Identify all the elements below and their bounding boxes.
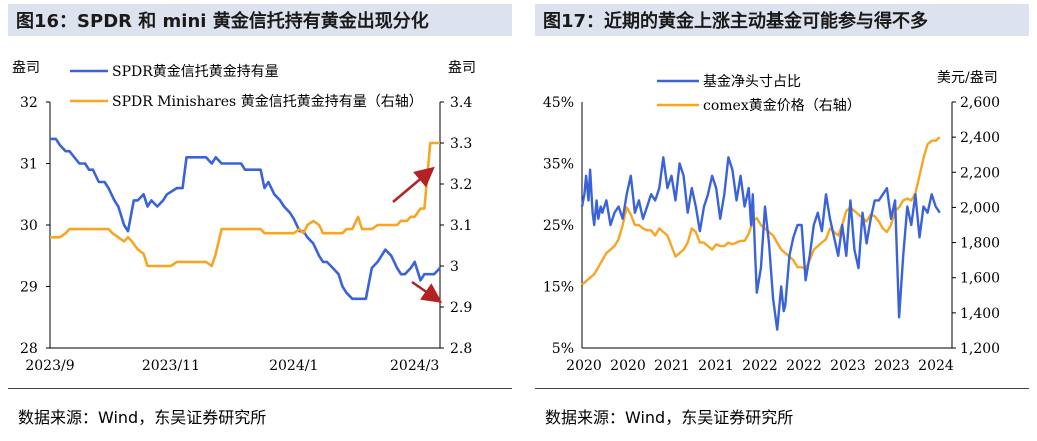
right-chart-title-bar: 图17：近期的黄金上涨主动基金可能参与得不多	[535, 4, 1029, 36]
x-tick-label: 2020	[610, 358, 646, 374]
left-y-tick-label: 28	[20, 341, 38, 357]
right-y-tick-label: 3.4	[450, 95, 472, 111]
right-chart-svg: 美元/盎司 5% 15% 25% 35% 45% 1,200 1,400 1,600 1,800 2…	[543, 70, 1000, 374]
right-y-tick-label: 2,600	[960, 95, 1000, 111]
x-tick-label: 2023/9	[25, 358, 74, 374]
legend-label: SPDR黄金信托黄金持有量	[112, 63, 279, 80]
arrow-up-annotation	[392, 166, 435, 203]
right-source-text: 数据来源：Wind，东吴证券研究所	[545, 408, 794, 427]
legend-label: 基金净头寸占比	[703, 73, 801, 90]
fund-net-position-line	[580, 156, 941, 331]
legend-label: SPDR Minishares 黄金信托黄金持有量（右轴）	[112, 93, 423, 110]
x-tick-label: 2023	[830, 358, 866, 374]
right-axis-unit-label: 美元/盎司	[937, 70, 998, 86]
right-y-tick-label: 1,800	[960, 236, 1000, 252]
right-y-tick-label: 1,200	[960, 341, 1000, 357]
left-y-tick-label: 32	[20, 95, 38, 111]
x-tick-label: 2023/11	[142, 358, 200, 374]
right-y-tick-label: 2,200	[960, 165, 1000, 181]
x-tick-label: 2021	[698, 358, 734, 374]
x-tick-label: 2024	[918, 358, 954, 374]
right-y-tick-label: 3	[450, 259, 459, 275]
left-y-tick-label: 35%	[543, 157, 574, 173]
x-tick-label: 2022	[742, 358, 778, 374]
right-y-tick-label: 3.3	[450, 136, 472, 152]
spdr-holdings-line	[50, 137, 441, 301]
right-y-tick-label: 2.8	[450, 341, 472, 357]
right-axis-unit-label: 盎司	[448, 60, 476, 76]
left-y-tick-label: 25%	[543, 218, 574, 234]
x-tick-label: 2024/3	[390, 358, 439, 374]
right-chart-panel: 图17：近期的黄金上涨主动基金可能参与得不多 美元/盎司 5% 15% 25% 35% 4…	[527, 0, 1037, 441]
x-tick-label: 2023	[874, 358, 910, 374]
left-y-tick-label: 5%	[552, 341, 574, 357]
left-chart-svg: 盎司 盎司 28 29 30 31 32 2.8 2.9 3 3.1 3.2 3.3 3.4 2023/9 2…	[12, 60, 476, 374]
left-chart-title: 图16：SPDR 和 mini 黄金信托持有黄金出现分化	[16, 11, 429, 32]
x-tick-label: 2024/1	[269, 358, 318, 374]
right-y-tick-label: 1,600	[960, 271, 1000, 287]
x-tick-label: 2021	[654, 358, 690, 374]
left-axis-unit-label: 盎司	[12, 60, 40, 76]
left-chart-title-bar: 图16：SPDR 和 mini 黄金信托持有黄金出现分化	[8, 4, 512, 36]
right-divider	[535, 388, 1029, 389]
right-chart-title: 图17：近期的黄金上涨主动基金可能参与得不多	[543, 11, 929, 32]
arrow-down-annotation	[411, 280, 443, 303]
left-divider	[8, 388, 512, 389]
legend-label: comex黄金价格（右轴）	[703, 97, 861, 114]
right-y-tick-label: 2,400	[960, 130, 1000, 146]
minishares-holdings-line	[50, 141, 440, 268]
left-y-tick-label: 30	[20, 218, 38, 234]
right-y-tick-label: 3.2	[450, 177, 472, 193]
right-y-tick-label: 2,000	[960, 200, 1000, 216]
right-y-tick-label: 2.9	[450, 300, 472, 316]
x-tick-label: 2022	[786, 358, 822, 374]
right-y-tick-label: 3.1	[450, 218, 472, 234]
right-y-tick-label: 1,400	[960, 306, 1000, 322]
left-y-tick-label: 45%	[543, 95, 574, 111]
left-chart-panel: 图16：SPDR 和 mini 黄金信托持有黄金出现分化 盎司 盎司 28 29 30 3…	[8, 4, 512, 427]
comex-gold-price-line	[581, 136, 941, 286]
left-y-tick-label: 15%	[543, 280, 574, 296]
left-y-tick-label: 29	[20, 280, 38, 296]
left-y-tick-label: 31	[20, 157, 38, 173]
left-source-text: 数据来源：Wind，东吴证券研究所	[18, 408, 267, 427]
x-tick-label: 2020	[566, 358, 602, 374]
